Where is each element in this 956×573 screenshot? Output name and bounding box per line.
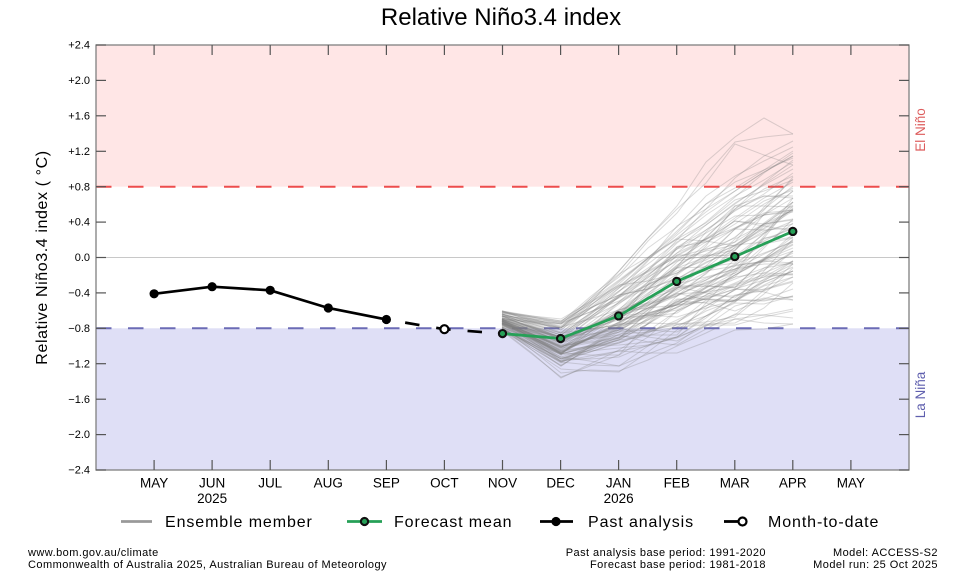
svg-text:Forecast mean: Forecast mean: [394, 514, 512, 531]
svg-text:+2.4: +2.4: [68, 40, 90, 52]
svg-text:MAY: MAY: [837, 476, 865, 491]
svg-text:2025: 2025: [197, 491, 227, 506]
svg-text:+0.8: +0.8: [68, 181, 90, 193]
svg-text:Past analysis base period: 199: Past analysis base period: 1991-2020: [566, 547, 766, 559]
svg-text:Ensemble member: Ensemble member: [165, 514, 313, 531]
svg-text:SEP: SEP: [373, 476, 400, 491]
svg-text:FEB: FEB: [664, 476, 690, 491]
svg-text:Month-to-date: Month-to-date: [768, 514, 879, 531]
svg-text:MAY: MAY: [140, 476, 168, 491]
svg-text:JUN: JUN: [199, 476, 225, 491]
svg-text:El Niño: El Niño: [913, 108, 928, 152]
svg-text:2026: 2026: [604, 491, 634, 506]
svg-text:+1.2: +1.2: [68, 146, 90, 158]
svg-text:+2.0: +2.0: [68, 75, 90, 87]
svg-text:La Niña: La Niña: [913, 371, 928, 418]
svg-text:AUG: AUG: [314, 476, 343, 491]
svg-text:Model: ACCESS-S2: Model: ACCESS-S2: [833, 547, 938, 559]
svg-text:−2.0: −2.0: [68, 429, 90, 441]
svg-text:Commonwealth of Australia 2025: Commonwealth of Australia 2025, Australi…: [28, 559, 387, 571]
svg-text:Past analysis: Past analysis: [588, 514, 694, 531]
svg-text:0.0: 0.0: [75, 252, 90, 264]
svg-text:Relative Niño3.4 index: Relative Niño3.4 index: [381, 4, 621, 31]
svg-text:−1.6: −1.6: [68, 394, 90, 406]
svg-text:Model run: 25 Oct 2025: Model run: 25 Oct 2025: [813, 559, 938, 571]
svg-text:−0.8: −0.8: [68, 323, 90, 335]
svg-text:DEC: DEC: [546, 476, 575, 491]
svg-text:JAN: JAN: [606, 476, 632, 491]
svg-text:Relative Niño3.4 index ( °C): Relative Niño3.4 index ( °C): [34, 150, 51, 364]
svg-text:MAR: MAR: [720, 476, 750, 491]
svg-text:−1.2: −1.2: [68, 358, 90, 370]
svg-text:OCT: OCT: [430, 476, 459, 491]
svg-text:www.bom.gov.au/climate: www.bom.gov.au/climate: [27, 547, 159, 559]
svg-text:APR: APR: [779, 476, 807, 491]
svg-text:−0.4: −0.4: [68, 288, 90, 300]
svg-text:JUL: JUL: [258, 476, 282, 491]
svg-text:Forecast base period: 1981-201: Forecast base period: 1981-2018: [590, 559, 766, 571]
svg-text:NOV: NOV: [488, 476, 517, 491]
svg-text:+1.6: +1.6: [68, 110, 90, 122]
svg-text:−2.4: −2.4: [68, 465, 90, 477]
svg-text:+0.4: +0.4: [68, 217, 90, 229]
